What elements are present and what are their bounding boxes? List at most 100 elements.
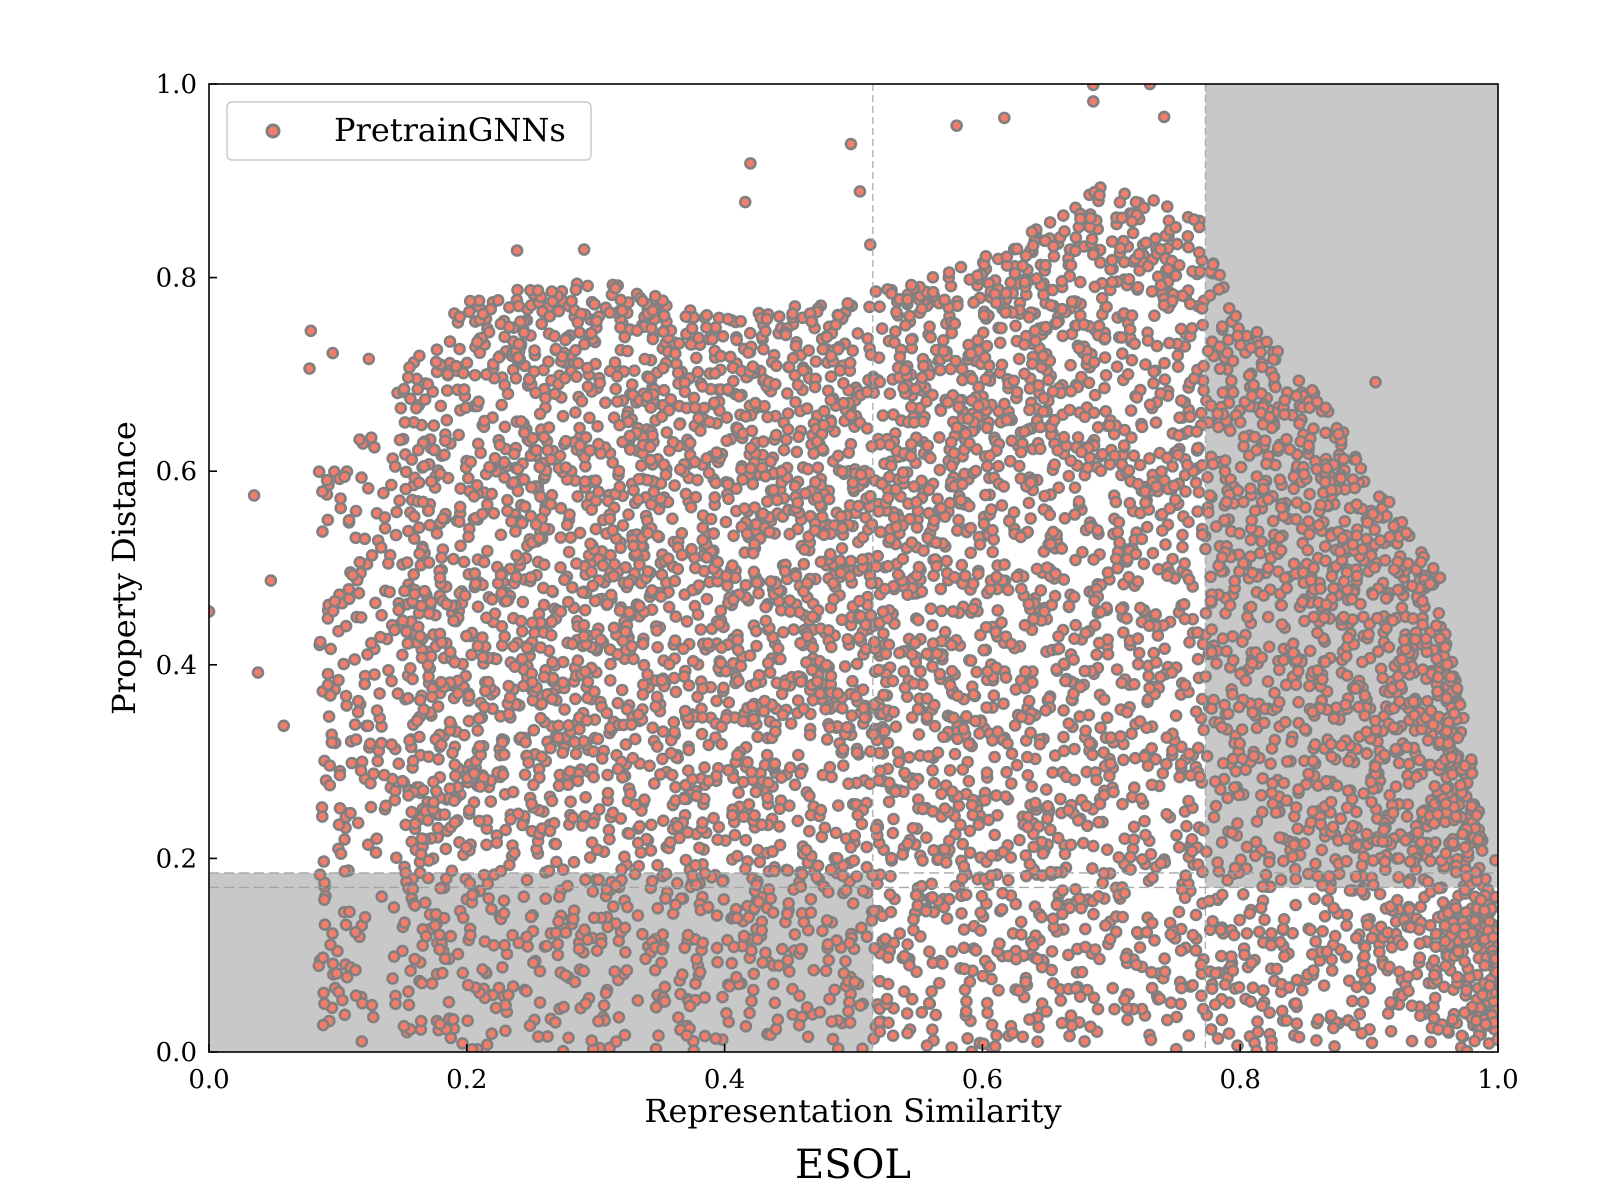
scatter-point bbox=[962, 774, 976, 788]
scatter-point bbox=[790, 445, 804, 459]
scatter-point bbox=[1360, 747, 1374, 761]
scatter-point bbox=[1196, 318, 1209, 332]
scatter-point bbox=[1100, 300, 1113, 314]
scatter-point bbox=[945, 1041, 958, 1052]
scatter-point bbox=[820, 733, 834, 746]
scatter-point bbox=[1008, 719, 1022, 732]
scatter-point bbox=[1158, 373, 1172, 386]
scatter-point bbox=[1236, 752, 1249, 766]
scatter-point bbox=[1460, 984, 1473, 997]
scatter-point bbox=[623, 429, 637, 443]
scatter-point bbox=[594, 633, 608, 647]
scatter-point bbox=[1127, 449, 1141, 463]
scatter-point bbox=[558, 703, 571, 716]
scatter-point bbox=[716, 874, 729, 888]
scatter-point bbox=[1201, 344, 1215, 358]
scatter-point bbox=[622, 605, 636, 619]
scatter-point bbox=[980, 701, 993, 714]
scatter-point bbox=[403, 734, 416, 747]
scatter-point bbox=[1356, 995, 1370, 1009]
scatter-points bbox=[209, 84, 1498, 1052]
scatter-point bbox=[1265, 927, 1278, 940]
scatter-point bbox=[404, 661, 417, 675]
scatter-point bbox=[803, 789, 816, 803]
scatter-point bbox=[606, 456, 620, 469]
scatter-point bbox=[646, 429, 659, 442]
scatter-point bbox=[736, 775, 750, 789]
scatter-point bbox=[645, 322, 658, 335]
scatter-point bbox=[805, 315, 818, 328]
scatter-point bbox=[669, 780, 682, 794]
scatter-point bbox=[898, 949, 911, 963]
scatter-point bbox=[794, 675, 808, 688]
scatter-point bbox=[1439, 847, 1453, 860]
scatter-point bbox=[987, 689, 1001, 702]
scatter-point bbox=[967, 688, 981, 701]
scatter-point bbox=[1172, 429, 1186, 442]
scatter-point bbox=[1350, 569, 1364, 583]
scatter-point bbox=[620, 964, 634, 977]
scatter-point bbox=[1064, 454, 1078, 468]
scatter-point bbox=[464, 928, 477, 942]
scatter-point bbox=[317, 893, 331, 907]
scatter-point bbox=[667, 671, 681, 685]
scatter-point bbox=[485, 593, 499, 606]
scatter-point bbox=[739, 578, 753, 592]
scatter-point bbox=[748, 808, 761, 822]
scatter-point bbox=[1290, 389, 1303, 403]
scatter-point bbox=[502, 301, 516, 314]
scatter-point bbox=[972, 818, 986, 832]
scatter-point bbox=[1071, 431, 1085, 444]
scatter-point bbox=[1192, 246, 1206, 259]
scatter-point bbox=[396, 944, 409, 958]
scatter-point bbox=[1382, 495, 1396, 509]
scatter-point bbox=[1449, 865, 1463, 879]
scatter-point bbox=[864, 745, 877, 758]
scatter-point bbox=[361, 838, 375, 852]
scatter-point bbox=[361, 719, 375, 733]
scatter-point bbox=[495, 398, 509, 412]
scatter-point bbox=[1280, 432, 1293, 446]
scatter-point bbox=[651, 901, 665, 915]
scatter-point bbox=[695, 727, 709, 741]
scatter-point bbox=[926, 619, 939, 632]
scatter-point bbox=[601, 786, 615, 800]
scatter-point bbox=[1430, 652, 1443, 666]
scatter-point bbox=[1174, 322, 1188, 336]
scatter-point bbox=[396, 648, 409, 662]
scatter-point bbox=[1158, 642, 1171, 656]
scatter-point bbox=[585, 503, 599, 517]
scatter-point bbox=[508, 660, 522, 674]
scatter-point bbox=[797, 557, 811, 571]
scatter-point bbox=[497, 894, 511, 908]
scatter-point bbox=[1319, 554, 1332, 568]
scatter-point bbox=[734, 659, 748, 673]
scatter-point bbox=[1395, 601, 1409, 615]
scatter-point bbox=[990, 570, 1003, 584]
scatter-point bbox=[995, 321, 1008, 335]
scatter-point bbox=[985, 1018, 999, 1032]
scatter-point bbox=[365, 548, 379, 562]
scatter-point bbox=[551, 731, 565, 745]
scatter-point bbox=[1320, 598, 1333, 611]
scatter-point bbox=[501, 493, 514, 507]
scatter-point bbox=[1087, 991, 1101, 1005]
scatter-point bbox=[596, 559, 610, 572]
scatter-point bbox=[1289, 872, 1303, 886]
scatter-point bbox=[772, 959, 786, 972]
scatter-point bbox=[1133, 458, 1147, 472]
scatter-point bbox=[531, 1030, 545, 1043]
scatter-point bbox=[1064, 258, 1078, 272]
scatter-point bbox=[1239, 763, 1252, 777]
scatter-point bbox=[406, 672, 419, 686]
scatter-point bbox=[1250, 443, 1263, 457]
scatter-point bbox=[822, 953, 836, 967]
scatter-point bbox=[745, 699, 759, 713]
scatter-point bbox=[932, 976, 946, 990]
scatter-point bbox=[525, 616, 539, 630]
scatter-point bbox=[1004, 851, 1018, 864]
scatter-point bbox=[1302, 439, 1315, 452]
scatter-point bbox=[545, 285, 559, 298]
scatter-point bbox=[1258, 716, 1271, 730]
scatter-point bbox=[784, 717, 798, 730]
